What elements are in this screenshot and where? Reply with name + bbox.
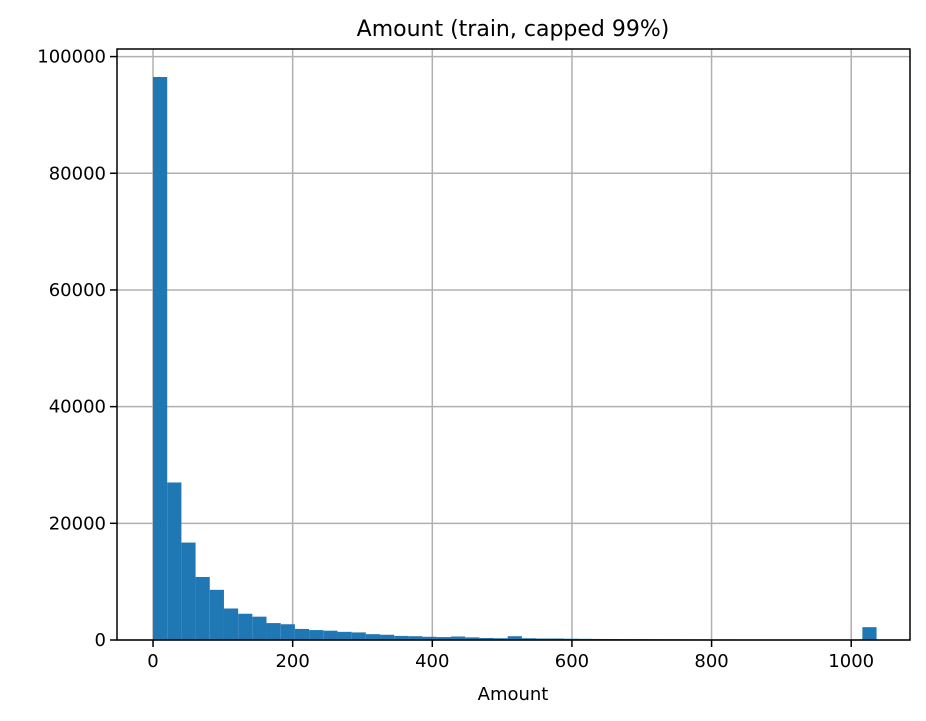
- plot-frame: [116, 48, 911, 641]
- y-tick-label: 80000: [49, 163, 106, 184]
- y-tick-label: 60000: [49, 280, 106, 301]
- histogram-bar: [309, 630, 324, 640]
- histogram-bar: [195, 576, 210, 640]
- histogram-bar: [238, 613, 253, 640]
- histogram-bar: [394, 635, 409, 640]
- histogram-bar: [266, 623, 281, 640]
- histogram-bar: [280, 624, 295, 640]
- histogram-bar: [436, 637, 451, 640]
- histogram-bar: [181, 542, 196, 640]
- histogram-bar: [465, 637, 480, 640]
- y-tick-label: 100000: [37, 47, 106, 68]
- histogram-bar: [365, 634, 381, 640]
- x-axis-ticks: 0 200 400 600 800 1000: [147, 640, 874, 672]
- y-tick-label: 0: [95, 630, 106, 651]
- x-tick-label: 200: [275, 651, 309, 672]
- x-tick-label: 600: [555, 651, 589, 672]
- y-axis-ticks: 0 20000 40000 60000 80000 100000: [37, 47, 117, 651]
- histogram-bar: [521, 638, 537, 640]
- histogram-bar: [223, 608, 239, 640]
- x-axis-title: Amount: [478, 684, 549, 705]
- histogram-bar: [408, 636, 423, 640]
- histogram-bar: [252, 616, 267, 640]
- histogram-bar: [323, 630, 338, 640]
- histogram-bar: [493, 638, 508, 640]
- x-tick-label: 0: [147, 651, 158, 672]
- histogram-bars: [153, 77, 877, 640]
- y-tick-label: 40000: [49, 397, 106, 418]
- histogram-bar: [450, 636, 466, 640]
- x-tick-label: 1000: [828, 651, 874, 672]
- histogram-bar: [380, 634, 395, 640]
- histogram-bar: [337, 631, 352, 640]
- x-tick-label: 800: [694, 651, 728, 672]
- histogram-bar: [479, 637, 494, 640]
- histogram-bar: [422, 636, 437, 640]
- histogram-bar: [167, 482, 182, 640]
- histogram-bar: [351, 632, 366, 640]
- y-tick-label: 20000: [49, 513, 106, 534]
- chart-title: Amount (train, capped 99%): [357, 17, 670, 42]
- histogram-bar: [153, 77, 168, 640]
- histogram-bar: [862, 627, 877, 640]
- histogram-bar: [294, 628, 310, 640]
- x-tick-label: 400: [415, 651, 449, 672]
- histogram-bar: [209, 589, 224, 640]
- histogram-bar: [507, 636, 522, 640]
